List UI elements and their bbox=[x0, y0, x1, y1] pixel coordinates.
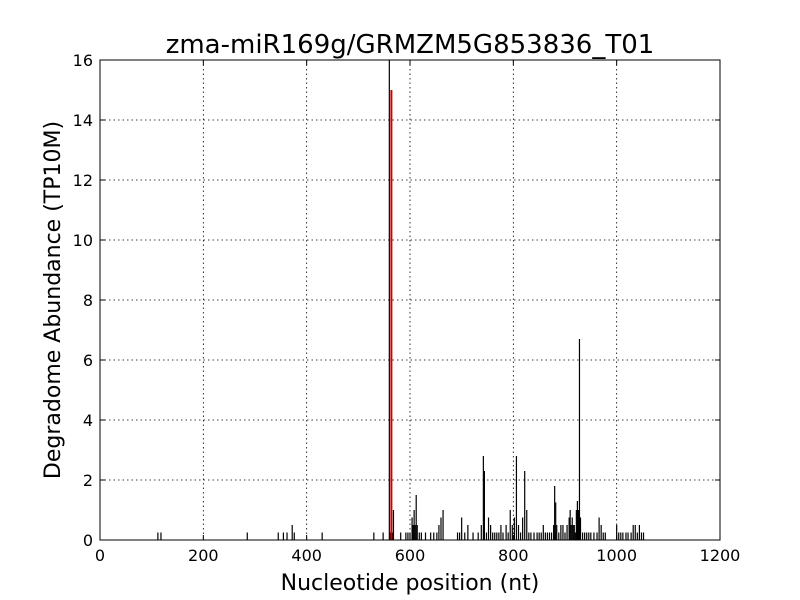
bars bbox=[157, 60, 645, 540]
y-tick-label: 8 bbox=[83, 291, 93, 310]
x-tick-label: 1000 bbox=[596, 546, 637, 565]
y-tick-label: 12 bbox=[73, 171, 93, 190]
y-tick-label: 0 bbox=[83, 531, 93, 550]
y-tick-label: 2 bbox=[83, 471, 93, 490]
y-tick-label: 16 bbox=[73, 51, 93, 70]
x-tick-label: 800 bbox=[498, 546, 529, 565]
grid-lines bbox=[100, 60, 720, 540]
x-tick-label: 200 bbox=[188, 546, 219, 565]
x-axis-label: Nucleotide position (nt) bbox=[281, 571, 540, 596]
x-tick-label: 600 bbox=[395, 546, 426, 565]
x-tick-label: 1200 bbox=[700, 546, 741, 565]
axis-ticks: 0 200 400 600 800 1000 1200 0 2 4 6 8 10 12 14 16 bbox=[73, 51, 741, 565]
y-tick-label: 6 bbox=[83, 351, 93, 370]
y-tick-label: 10 bbox=[73, 231, 93, 250]
chart-title: zma-miR169g/GRMZM5G853836_T01 bbox=[166, 30, 655, 60]
x-tick-label: 0 bbox=[95, 546, 105, 565]
y-tick-label: 4 bbox=[83, 411, 93, 430]
y-axis-label: Degradome Abundance (TP10M) bbox=[41, 121, 66, 479]
x-tick-label: 400 bbox=[291, 546, 322, 565]
y-tick-label: 14 bbox=[73, 111, 93, 130]
